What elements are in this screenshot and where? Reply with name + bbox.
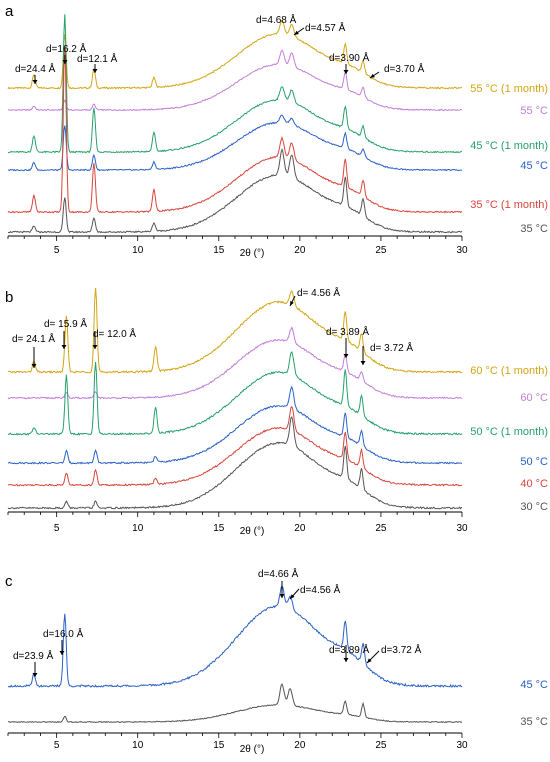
annotation-arrowhead — [290, 301, 294, 306]
series-label: 35 °C — [520, 716, 548, 728]
series-line — [7, 326, 463, 400]
x-tick-label: 30 — [456, 740, 468, 751]
d-spacing-annotation: d=4.57 Å — [305, 21, 346, 34]
x-tick-label: 5 — [54, 245, 60, 256]
series-label: 50 °C (1 month) — [470, 426, 548, 438]
annotation-arrowhead — [32, 673, 38, 677]
x-tick-label: 30 — [456, 523, 468, 534]
annotation-arrowhead — [92, 69, 98, 73]
series-label: 35 °C (1 month) — [470, 199, 548, 211]
series-label: 30 °C — [520, 501, 548, 513]
annotation-arrowhead — [360, 361, 366, 365]
d-spacing-annotation: d= 12.0 Å — [93, 327, 136, 340]
series-line — [7, 385, 463, 465]
series-line — [7, 46, 463, 214]
x-tick-label: 25 — [375, 740, 387, 751]
annotation-arrowhead — [294, 30, 299, 35]
d-spacing-annotation: d=24.4 Å — [15, 62, 56, 75]
series-label: 60 °C (1 month) — [470, 365, 548, 377]
series-label: 60 °C — [520, 392, 548, 404]
x-tick-label: 15 — [213, 740, 225, 751]
d-spacing-annotation: d= 3.72 Å — [370, 341, 413, 354]
series-line — [7, 415, 463, 510]
d-spacing-annotation: d= 24.1 Å — [12, 332, 55, 345]
d-spacing-annotation: d=12.1 Å — [77, 52, 118, 65]
x-tick-label: 20 — [294, 245, 306, 256]
series-line — [7, 20, 463, 90]
x-tick-label: 5 — [54, 523, 60, 534]
d-spacing-annotation: d=3.89 Å — [329, 643, 370, 656]
series-line — [7, 49, 463, 112]
d-spacing-annotation: d=16.2 Å — [46, 42, 87, 55]
series-line — [7, 350, 463, 436]
series-label: 35 °C — [520, 223, 548, 235]
annotation-arrowhead — [279, 594, 285, 598]
panel-label-a: a — [5, 3, 14, 20]
d-spacing-annotation: d=3.70 Å — [384, 62, 425, 75]
x-tick-label: 10 — [132, 245, 144, 256]
x-tick-label: 20 — [294, 740, 306, 751]
d-spacing-annotation: d= 4.56 Å — [297, 286, 340, 299]
d-spacing-annotation: d=4.56 Å — [300, 583, 341, 596]
annotation-arrowhead — [62, 60, 68, 64]
annotation-arrowhead — [32, 80, 38, 84]
d-spacing-annotation: d=4.68 Å — [256, 13, 297, 26]
series-line — [7, 287, 463, 374]
x-axis-label: 2θ (°) — [240, 526, 265, 537]
series-line — [8, 405, 463, 487]
series-label: 45 °C (1 month) — [470, 140, 548, 152]
d-spacing-annotation: d= 15.9 Å — [44, 317, 87, 330]
x-tick-label: 25 — [375, 245, 387, 256]
annotation-arrowhead — [92, 345, 98, 349]
x-tick-label: 25 — [375, 523, 387, 534]
annotation-arrowhead — [343, 354, 349, 358]
panel-label-b: b — [5, 289, 13, 306]
d-spacing-annotation: d=3.72 Å — [381, 643, 422, 656]
x-tick-label: 15 — [213, 523, 225, 534]
x-tick-label: 15 — [213, 245, 225, 256]
series-label: 45 °C — [520, 160, 548, 172]
annotation-arrowhead — [343, 70, 349, 74]
series-line — [7, 114, 463, 172]
x-tick-label: 5 — [54, 740, 60, 751]
series-line — [7, 14, 462, 154]
series-line — [7, 147, 463, 234]
x-axis-label: 2θ (°) — [240, 744, 265, 755]
series-label: 50 °C — [520, 456, 548, 468]
x-tick-label: 20 — [294, 523, 306, 534]
d-spacing-annotation: d=23.9 Å — [13, 649, 54, 662]
panel-label-c: c — [5, 573, 13, 590]
series-label: 55 °C (1 month) — [470, 83, 548, 95]
x-axis-label: 2θ (°) — [240, 248, 265, 259]
annotation-arrowhead — [290, 594, 295, 599]
x-tick-label: 30 — [456, 245, 468, 256]
d-spacing-annotation: d= 3.89 Å — [326, 325, 369, 338]
series-line — [7, 585, 463, 688]
d-spacing-annotation: d=16.0 Å — [43, 627, 84, 640]
series-label: 55 °C — [520, 105, 548, 117]
annotation-arrowhead — [367, 658, 372, 663]
series-line — [7, 683, 463, 724]
series-label: 45 °C — [520, 679, 548, 691]
annotation-arrowhead — [59, 651, 65, 655]
x-tick-label: 10 — [132, 740, 144, 751]
annotation-arrowhead — [343, 658, 349, 662]
d-spacing-annotation: d=4.66 Å — [258, 567, 299, 580]
x-tick-label: 10 — [132, 523, 144, 534]
series-label: 40 °C — [520, 478, 548, 490]
annotation-arrowhead — [31, 364, 37, 368]
annotation-arrowhead — [370, 73, 375, 78]
annotation-arrowhead — [61, 345, 67, 349]
d-spacing-annotation: d=3.90 Å — [329, 51, 370, 64]
